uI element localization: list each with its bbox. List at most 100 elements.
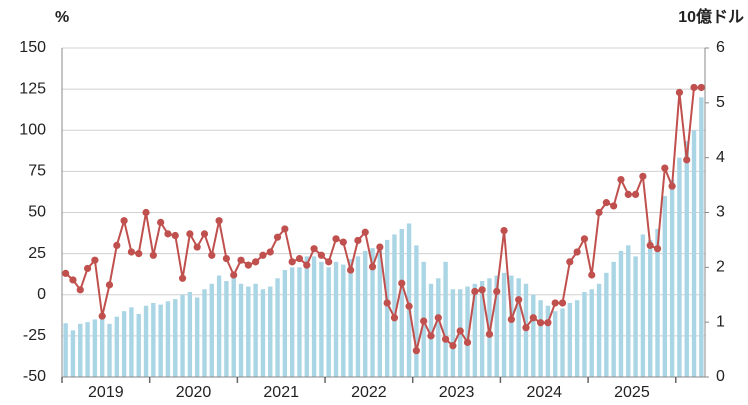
y-tick-label: 25 [28, 245, 46, 262]
y2-tick-label: 0 [716, 368, 725, 385]
line-marker [310, 245, 318, 253]
bar [509, 275, 514, 377]
bar [655, 228, 660, 377]
line-marker [478, 286, 486, 294]
line-marker [244, 261, 252, 269]
bar [136, 313, 141, 377]
y-tick-label: 125 [19, 80, 46, 97]
y2-tick-label: 3 [716, 204, 725, 221]
line-marker [193, 243, 201, 251]
bar [669, 179, 675, 377]
x-tick-label: 2022 [351, 384, 387, 401]
line-marker [442, 335, 450, 343]
bar [377, 245, 383, 377]
line-marker [595, 208, 603, 217]
bar [107, 323, 112, 377]
bar [633, 256, 638, 377]
bar [494, 275, 499, 377]
bar [626, 245, 631, 377]
x-tick-label: 2023 [439, 384, 475, 401]
bar [282, 270, 288, 377]
line-marker [507, 315, 515, 324]
line-marker [471, 287, 479, 296]
line-marker [120, 217, 128, 225]
bar [479, 281, 485, 377]
line-marker [434, 314, 442, 322]
line-marker [62, 269, 70, 277]
bar [604, 272, 609, 377]
bar [341, 264, 346, 377]
bar [121, 311, 127, 377]
y-tick-label: 0 [37, 286, 46, 303]
bar [472, 283, 478, 377]
bar [238, 283, 244, 377]
x-tick-label: 2021 [263, 384, 299, 401]
bar [333, 261, 339, 377]
line-marker [383, 299, 391, 307]
bar [596, 283, 602, 377]
bar [618, 250, 624, 377]
line-marker [675, 88, 684, 97]
line-marker [230, 271, 238, 279]
bar [216, 275, 222, 377]
bar [92, 319, 98, 377]
bar [85, 322, 90, 377]
bar [311, 256, 317, 377]
bar [151, 302, 156, 377]
x-tick-label: 2024 [526, 384, 562, 401]
bar [231, 272, 236, 377]
line-marker [624, 190, 632, 199]
line-marker [493, 287, 501, 296]
line-marker [631, 190, 640, 199]
bar [158, 304, 163, 377]
line-marker [135, 250, 143, 258]
bar [78, 323, 83, 377]
bar [384, 239, 390, 377]
y-tick-label: 150 [19, 39, 46, 56]
bar [297, 267, 302, 377]
bar [114, 316, 119, 377]
y2-tick-label: 2 [716, 259, 725, 276]
line-marker [398, 279, 406, 287]
bar [224, 281, 229, 377]
line-marker [551, 299, 559, 307]
line-marker [390, 314, 399, 322]
line-marker [485, 330, 494, 338]
y2-axis-unit: 10億ドル [678, 7, 744, 26]
line-marker [157, 218, 165, 226]
line-marker [178, 274, 187, 282]
bar [560, 308, 565, 377]
line-marker [142, 208, 150, 217]
line-marker [668, 182, 676, 190]
line-marker [683, 156, 691, 164]
line-marker [354, 236, 362, 245]
line-marker [171, 231, 179, 240]
y2-tick-label: 1 [716, 313, 725, 330]
line-marker [500, 226, 508, 235]
bar [173, 299, 178, 377]
line-marker [83, 264, 92, 273]
line-marker [697, 83, 705, 92]
line-marker [273, 233, 282, 241]
line-marker [69, 276, 77, 284]
line-marker [222, 254, 231, 263]
line-marker [602, 199, 610, 207]
bar [414, 245, 419, 377]
y2-tick-label: 4 [716, 149, 725, 166]
line-marker [325, 258, 333, 266]
line-marker [164, 230, 172, 238]
bar [648, 239, 653, 377]
line-marker [208, 251, 216, 259]
line-marker [237, 256, 245, 264]
bar [574, 300, 580, 377]
line-marker [339, 238, 347, 246]
y-axis-unit: % [55, 9, 69, 26]
y-tick-label: 100 [19, 121, 46, 138]
line-marker [259, 251, 267, 259]
bar [531, 294, 536, 377]
y-tick-label: 50 [28, 204, 46, 221]
bar [545, 305, 551, 377]
bar [436, 278, 441, 377]
bar [487, 278, 492, 377]
